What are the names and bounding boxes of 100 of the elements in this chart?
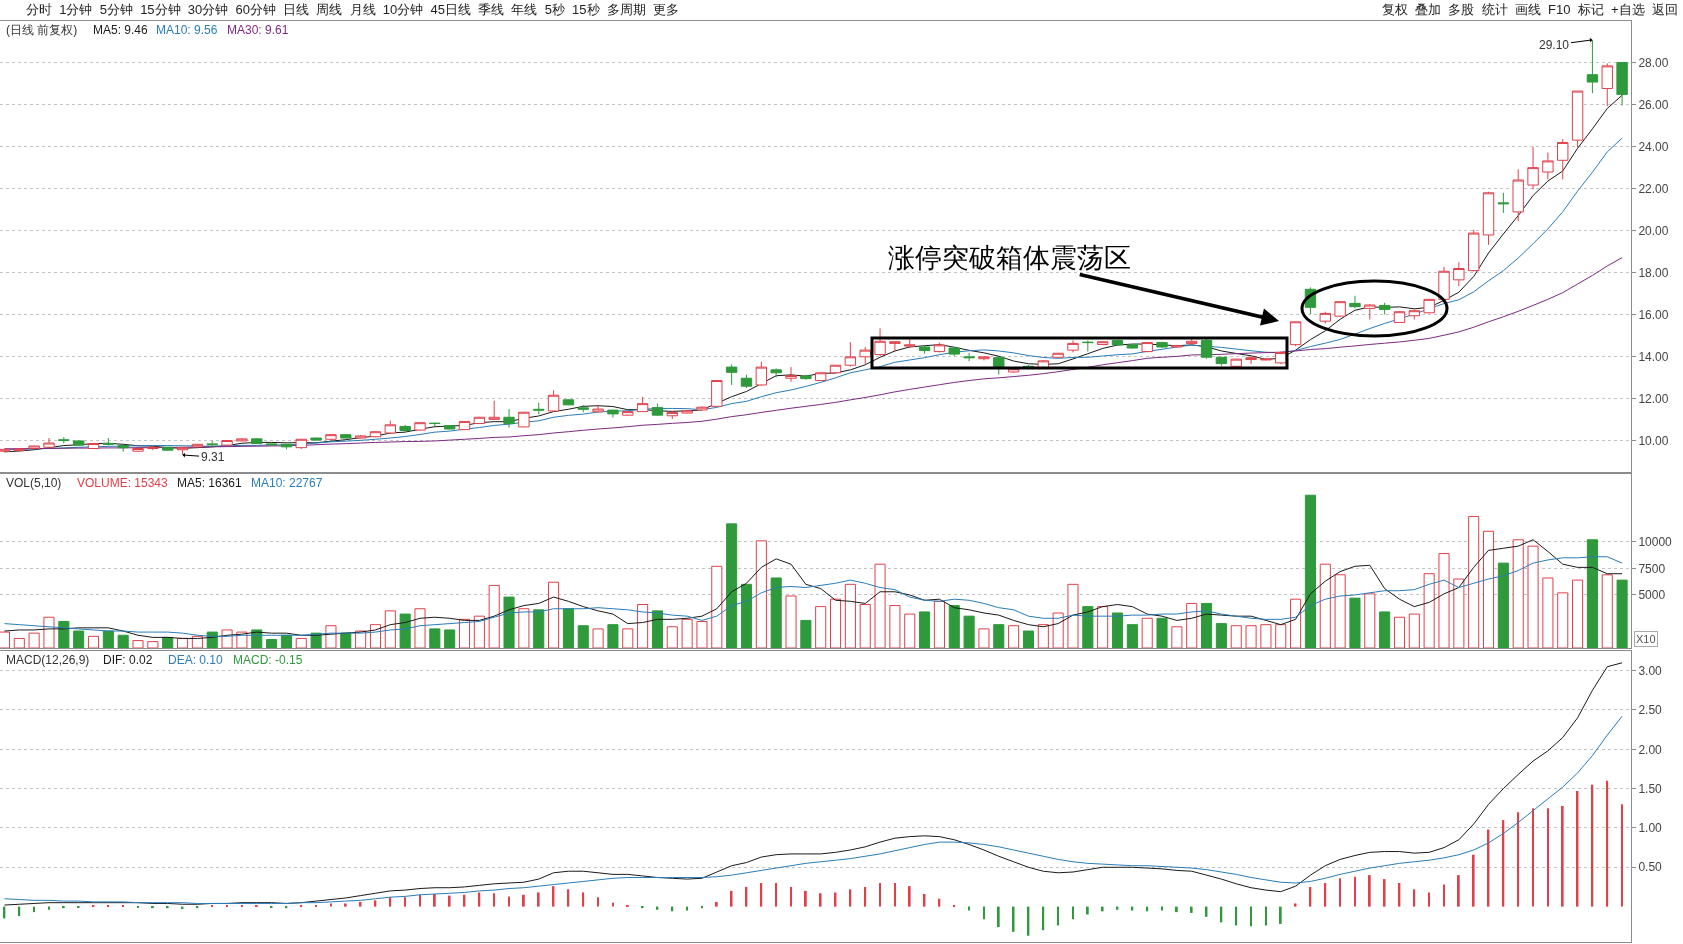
candlestick [1482, 191, 1495, 246]
candlestick [1141, 341, 1153, 353]
candlestick [978, 355, 990, 361]
bar [374, 900, 377, 907]
candlestick [755, 361, 768, 387]
candlestick [43, 437, 55, 450]
bar [933, 600, 945, 648]
candlestick [533, 402, 545, 415]
candlestick [681, 409, 693, 414]
bar [760, 883, 763, 907]
y-tick-label: 2.00 [1638, 742, 1663, 757]
candlestick [1126, 343, 1139, 350]
bar [1606, 780, 1609, 907]
bar [33, 906, 36, 913]
bar [58, 620, 70, 648]
y-tick-label: 1.50 [1638, 781, 1663, 796]
bar [340, 632, 352, 648]
bar [1532, 808, 1534, 907]
bar [804, 890, 807, 907]
bar [325, 625, 337, 648]
candlestick [354, 434, 367, 439]
candlestick [488, 400, 500, 420]
bar [1324, 883, 1327, 907]
candlestick [1542, 152, 1554, 180]
candlestick [13, 448, 25, 452]
text: MACD: -0.15 [233, 653, 303, 667]
text: 分时 1分钟 5分钟 15分钟 30分钟 60分钟 日线 周线 月线 10分钟 45日线 季线 年线 5秒 15秒 多周期 更多 [26, 2, 680, 17]
candlestick [1334, 300, 1346, 318]
bar [1413, 889, 1416, 907]
bar [963, 615, 975, 648]
bar [800, 619, 812, 648]
bar [1561, 805, 1564, 907]
bar [1111, 612, 1124, 648]
text: DIF: 0.02 [103, 653, 153, 667]
bar [384, 610, 396, 648]
candlestick [1557, 138, 1569, 180]
y-tick-label: 14.00 [1638, 349, 1669, 364]
bar [1304, 494, 1316, 648]
bar [102, 630, 114, 648]
candlestick [874, 327, 886, 357]
bar [13, 637, 25, 648]
bar [414, 608, 426, 648]
y-tick-label: 26.00 [1638, 98, 1669, 113]
bar [433, 894, 436, 907]
chart-title: MACD(12,26,9) [6, 653, 90, 667]
bar [904, 613, 916, 648]
y-tick-label: 16.00 [1638, 307, 1669, 322]
bar [330, 903, 332, 907]
candlestick [1111, 339, 1124, 346]
candlestick [666, 410, 678, 420]
y-tick-label: 10000 [1638, 535, 1673, 550]
bar [1368, 875, 1371, 907]
candlestick [859, 346, 871, 365]
line-series [3, 556, 1623, 637]
bar [444, 629, 456, 648]
bar [1057, 906, 1060, 926]
candlestick [221, 439, 233, 447]
bar [597, 897, 599, 907]
bar [701, 906, 703, 909]
candlestick [102, 437, 115, 447]
candlestick [503, 408, 515, 429]
bar [849, 889, 852, 907]
bar [1472, 854, 1475, 907]
bar [533, 609, 545, 648]
bar [730, 890, 733, 907]
bar [62, 906, 65, 909]
y-tick-label: 18.00 [1638, 265, 1669, 280]
bar [686, 906, 689, 911]
bar [1517, 812, 1520, 907]
bar [1393, 616, 1406, 648]
candlestick [1067, 339, 1079, 353]
candlestick [1512, 168, 1524, 222]
bar [1572, 579, 1584, 648]
bar [1250, 906, 1252, 927]
candlestick [443, 424, 456, 430]
candlestick [844, 341, 857, 368]
chart-title: (日线 前复权) [6, 23, 78, 37]
candlestick [1349, 295, 1361, 309]
candlestick [295, 438, 307, 450]
bar [548, 581, 560, 648]
bar [681, 618, 693, 648]
y-tick-label: 20.00 [1638, 223, 1669, 238]
bar [266, 639, 278, 648]
candlestick [889, 341, 901, 353]
bar [1453, 578, 1465, 648]
bar [1423, 573, 1435, 648]
text: MA5: 16361 [177, 476, 243, 490]
y-tick-label: 28.00 [1638, 56, 1669, 71]
text: MA30: 9.61 [227, 23, 289, 37]
y-tick-label: 1.00 [1638, 821, 1663, 836]
bar [117, 634, 129, 648]
bar [1161, 906, 1163, 911]
bar [1156, 617, 1168, 648]
bar [894, 883, 896, 907]
bar [404, 897, 407, 907]
bar [48, 906, 50, 910]
bar [696, 620, 708, 648]
candlestick [414, 421, 426, 431]
bar [1290, 598, 1302, 648]
bar [344, 903, 347, 907]
